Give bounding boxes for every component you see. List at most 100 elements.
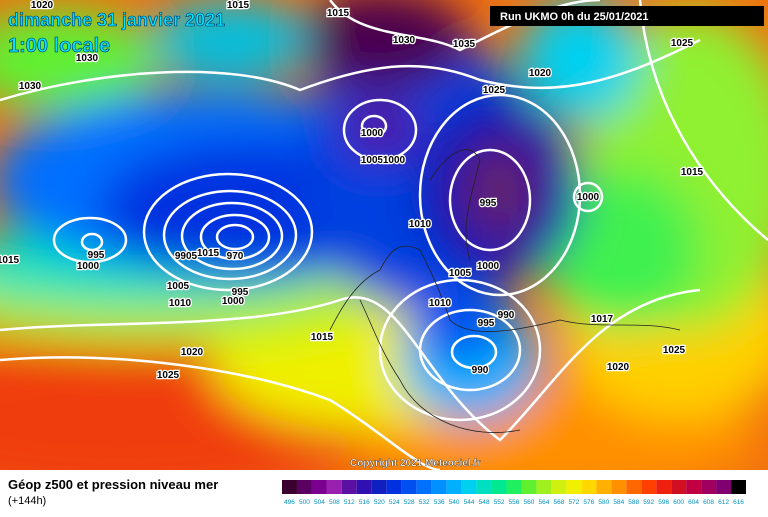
isobar-label: 995 [478, 318, 495, 329]
colorbar-swatch [491, 480, 507, 494]
colorbar-swatch [386, 480, 402, 494]
colorbar-label: 564 [539, 499, 550, 506]
colorbar-swatch [521, 480, 537, 494]
colorbar-label: 556 [509, 499, 520, 506]
footer-title: Géop z500 et pression niveau mer [8, 477, 218, 492]
colorbar-swatch [611, 480, 627, 494]
isobar-label: 1015 [0, 255, 20, 266]
colorbar-swatch [446, 480, 462, 494]
colorbar-swatch [431, 480, 447, 494]
isobar-label: 1025 [483, 85, 506, 96]
colorbar-label: 512 [344, 499, 355, 506]
isobar-label: 995 [480, 198, 497, 209]
isobar-label: 1025 [671, 38, 694, 49]
colorbar-label: 532 [419, 499, 430, 506]
isobar-label: 1030 [393, 35, 416, 46]
colorbar-label: 496 [284, 499, 295, 506]
colorbar-swatch [701, 480, 717, 494]
colorbar-swatch [626, 480, 642, 494]
isobar-label: 1000 [361, 128, 384, 139]
isobar-label: 1020 [529, 68, 552, 79]
isobar-label: 990 [498, 310, 515, 321]
isobar-label: 1005 [449, 268, 472, 279]
footer-lead: (+144h) [8, 495, 46, 507]
colorbar-swatch [461, 480, 477, 494]
colorbar-label: 600 [673, 499, 684, 506]
isobar-label: 995 [88, 250, 105, 261]
isobar-label: 1005 [167, 281, 190, 292]
isobar-label: 1015 [681, 167, 704, 178]
colorbar-swatch [282, 480, 297, 494]
isobar-label: 1025 [157, 370, 180, 381]
colorbar-label: 588 [628, 499, 639, 506]
isobar-label: 1020 [31, 0, 54, 11]
isobar-label: 1000 [222, 296, 245, 307]
isobar-label: 1030 [76, 53, 99, 64]
colorbar-label: 504 [314, 499, 325, 506]
colorbar-swatch [581, 480, 597, 494]
colorbar-label: 552 [494, 499, 505, 506]
colorbar-swatch [641, 480, 657, 494]
colorbar-swatch [686, 480, 702, 494]
colorbar-swatch [296, 480, 312, 494]
colorbar-swatch [356, 480, 372, 494]
colorbar-label: 560 [524, 499, 535, 506]
colorbar-swatch [536, 480, 552, 494]
field [0, 0, 768, 470]
colorbar-swatch [311, 480, 327, 494]
isobar-label: 1015 [311, 332, 334, 343]
time-label: 1:00 locale [8, 35, 110, 57]
colorbar-label: 528 [404, 499, 415, 506]
colorbar-label: 544 [464, 499, 475, 506]
colorbar-label: 592 [643, 499, 654, 506]
colorbar-label: 572 [568, 499, 579, 506]
colorbar-swatch [671, 480, 687, 494]
isobar-labels: 1020 1015 1015 1030 1035 1020 1025 1025 1030 1030… [0, 0, 705, 382]
colorbar-swatch [326, 480, 342, 494]
isobar-label: 1010 [409, 219, 432, 230]
run-label: Run UKMO 0h du 25/01/2021 [500, 11, 649, 23]
colorbar-label: 604 [688, 499, 699, 506]
colorbar-label: 576 [583, 499, 594, 506]
isobar-label: 990 [472, 365, 489, 376]
date-label: dimanche 31 janvier 2021 [8, 10, 225, 30]
colorbar-label: 580 [598, 499, 609, 506]
isobar-label: 1035 [453, 39, 476, 50]
colorbar-label: 616 [733, 499, 744, 506]
colorbar-swatch [551, 480, 567, 494]
colorbar: 496 500 504 508 512 516 520 524 528 532 536 540 544 5… [282, 480, 746, 506]
run-box [490, 6, 764, 26]
colorbar-label: 612 [718, 499, 729, 506]
colorbar-label: 524 [389, 499, 400, 506]
colorbar-label: 608 [703, 499, 714, 506]
colorbar-swatch [566, 480, 582, 494]
isobar-label: 970 [227, 251, 244, 262]
isobar-label: 1010 [429, 298, 452, 309]
copyright: Copyright 2021 Meteociel.fr [350, 458, 481, 469]
isobar-label: 1005 [361, 155, 384, 166]
isobar-label: 1017 [591, 314, 614, 325]
isobar-label: 1000 [577, 192, 600, 203]
colorbar-label: 520 [374, 499, 385, 506]
colorbar-label: 596 [658, 499, 669, 506]
isobars [0, 0, 768, 470]
colorbar-swatch [341, 480, 357, 494]
isobar-label: 1000 [477, 261, 500, 272]
isobar-label: 1000 [77, 261, 100, 272]
colorbar-swatch [371, 480, 387, 494]
isobar-label: 1010 [169, 298, 192, 309]
isobar-label: 9905 [175, 251, 198, 262]
colorbar-swatch [596, 480, 612, 494]
colorbar-swatch [506, 480, 522, 494]
colorbar-label: 584 [613, 499, 624, 506]
isobar-label: 1020 [181, 347, 204, 358]
colorbar-swatch [401, 480, 417, 494]
colorbar-label: 536 [434, 499, 445, 506]
coastlines [329, 149, 681, 433]
colorbar-swatch [731, 480, 746, 494]
colorbar-label: 508 [329, 499, 340, 506]
colorbar-label: 500 [299, 499, 310, 506]
isobar-label: 995 [232, 287, 249, 298]
colorbar-label: 540 [449, 499, 460, 506]
